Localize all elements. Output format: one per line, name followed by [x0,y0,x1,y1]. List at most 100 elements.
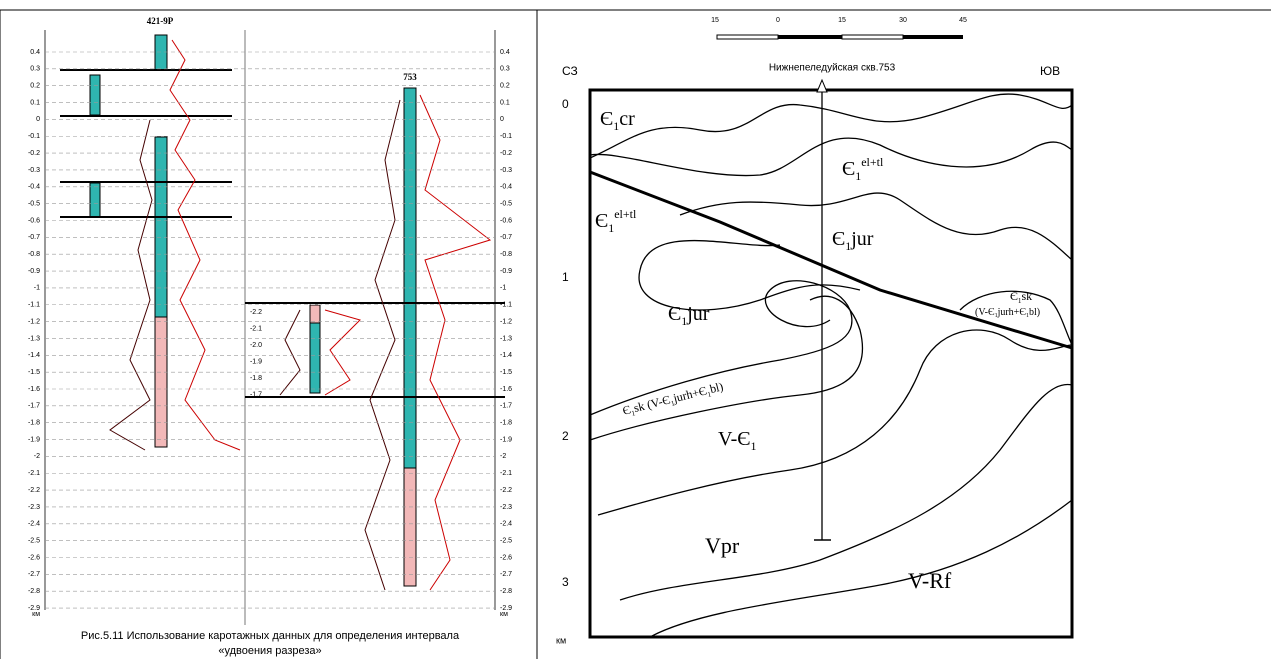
scale-label: 30 [899,17,907,24]
depth-tick: -1.9 [500,436,512,443]
superscript: el+tl [861,155,884,169]
unit-text: jur [850,228,874,250]
depth-label: 3 [562,575,569,589]
log-curve [364,99,401,591]
depth-tick: -1.5 [28,369,40,376]
scale-label: 0 [776,17,780,24]
depth-tick: -2.2 [28,487,40,494]
depth-tick: -1.9 [28,436,40,443]
unit-label: Є1jur [832,228,874,253]
depth-tick: -0.8 [500,251,512,258]
depth-tick: -1.6 [500,386,512,393]
unit-label: Є1sk [1010,289,1032,305]
inset-tick: -2.1 [250,325,262,332]
unit-text: Є [842,158,855,180]
depth-tick: 0.4 [30,49,40,56]
depth-tick: -2.4 [500,521,512,528]
scale-bar [778,35,842,39]
depth-tick: -2.6 [500,554,512,561]
depth-tick: -2.7 [28,571,40,578]
column [89,182,101,218]
well-name: 753 [403,72,417,82]
unit-text: bl) [708,379,724,396]
boundary [619,383,1073,601]
depth-tick: -0.7 [500,234,512,241]
unit-text: Є [832,228,845,250]
unit-label: (V-Є1jurh+Є1bl) [975,307,1040,319]
depth-tick: 0 [500,116,504,123]
log-curve [109,119,153,451]
scale-bar [903,35,963,39]
depth-tick: -0.9 [500,268,512,275]
depth-tick: -0.2 [500,150,512,157]
depth-tick: -0.2 [28,150,40,157]
depth-tick: -1.8 [500,420,512,427]
unit-label: Є1jur [668,303,710,328]
depth-tick: 0.3 [500,66,510,73]
log-curve [169,39,241,451]
depth-tick: 0.2 [500,83,510,90]
subscript: 1 [613,119,619,133]
depth-tick: -1 [34,285,40,292]
depth-tick: -0.5 [28,200,40,207]
subscript: 1 [631,409,637,418]
depth-tick: -2.5 [28,537,40,544]
unit-text: Є [668,303,681,325]
depth-tick: -2.5 [500,537,512,544]
section-frame [588,88,1074,639]
depth-tick: -1.1 [28,302,40,309]
unit-text: jurh+Є [997,307,1027,318]
unit-label: Є1el+tl [595,207,637,235]
scale-bar [841,34,904,40]
unit-label: V-Є1 [718,428,756,453]
unit-label: V-Rf [908,568,952,593]
unit-text: Є [621,402,632,418]
column [89,74,101,116]
fault [589,170,1073,350]
depth-tick: -0.3 [28,167,40,174]
subscript: 1 [1018,297,1022,305]
boundary [649,499,1073,638]
subscript: 1 [670,399,676,408]
well-head [816,78,828,93]
well-name: 421-9P [147,16,174,26]
depth-tick: -0.9 [28,268,40,275]
depth-label: 0 [562,97,569,111]
depth-tick: 0 [36,116,40,123]
boundary [589,295,864,441]
unit-text: jurh+Є [671,383,708,405]
boundary [589,280,853,416]
subscript: 1 [608,221,614,235]
unit-label: Vpr [705,533,740,558]
depth-tick: -2.8 [28,588,40,595]
depth-unit: км [32,611,40,618]
unit-text: sk [1022,289,1033,303]
corner-label: ЮВ [1040,64,1060,78]
section-panel: 15 0 15 30 45 Нижнепеледуйская скв.753 СЗ ЮВ 0 1 2… [556,17,1074,645]
column [154,34,168,71]
depth-tick: -1.5 [500,369,512,376]
unit-text: jur [686,303,710,325]
unit-text: V-Rf [908,568,952,593]
depth-tick: -2.2 [500,487,512,494]
scale-label: 45 [959,17,967,24]
unit-text: Є [595,210,608,232]
depth-tick: -2.3 [500,504,512,511]
depth-tick: -1.6 [28,386,40,393]
depth-tick: -0.5 [500,200,512,207]
subscript: 1 [855,169,861,183]
inset-tick: -1.7 [250,391,262,398]
inset-tick: -1.9 [250,358,262,365]
subscript: 1 [995,313,998,319]
depth-label: 2 [562,429,569,443]
unit-text: (V-Є [975,307,995,318]
log-curve [419,94,492,591]
column [154,136,168,318]
depth-label: 1 [562,270,569,284]
depth-tick: -1.4 [28,352,40,359]
scale-label: 15 [838,17,846,24]
log-panel: 421-9P 753 км км Рис.5.11 Использование … [28,16,512,657]
depth-tick: -1.3 [28,335,40,342]
depth-tick: -0.6 [28,217,40,224]
